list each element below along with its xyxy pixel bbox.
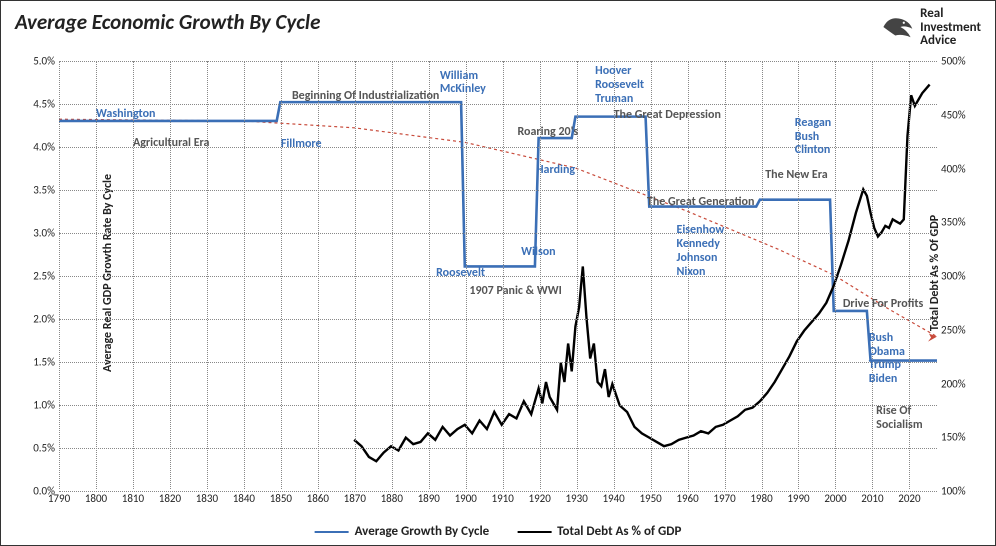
- ytick-right: 400%: [941, 162, 966, 175]
- xtick: 2000: [824, 492, 846, 505]
- xtick: 1830: [196, 492, 218, 505]
- xtick: 2020: [898, 492, 920, 505]
- ytick-right: 350%: [941, 216, 966, 229]
- annotation: HooverRooseveltTruman: [595, 65, 644, 106]
- xtick: 1800: [85, 492, 107, 505]
- ytick-left: 4.5%: [33, 98, 55, 111]
- ytick-left: 2.5%: [33, 270, 55, 283]
- annotation: EisenhowKennedyJohnsonNixon: [676, 224, 724, 279]
- legend-item-debt: Total Debt As % of GDP: [517, 524, 681, 539]
- legend-line-debt: [517, 531, 551, 533]
- legend-item-growth: Average Growth By Cycle: [315, 524, 490, 539]
- xtick: 2010: [861, 492, 883, 505]
- annotation: The Great Depression: [614, 109, 721, 123]
- ytick-right: 450%: [941, 108, 966, 121]
- ytick-right: 500%: [941, 55, 966, 68]
- annotation: Agricultural Era: [133, 137, 210, 151]
- legend: Average Growth By Cycle Total Debt As % …: [315, 524, 682, 539]
- xtick: 1980: [750, 492, 772, 505]
- chart-container: Average Economic Growth By Cycle RealInv…: [0, 0, 996, 546]
- ytick-left: 1.5%: [33, 356, 55, 369]
- xtick: 1870: [344, 492, 366, 505]
- annotation: Drive For Profits: [843, 298, 923, 312]
- plot-area: 0.0%0.5%1.0%1.5%2.0%2.5%3.0%3.5%4.0%4.5%…: [59, 61, 937, 489]
- logo-text: RealInvestmentAdvice: [920, 7, 981, 48]
- xtick: 1850: [270, 492, 292, 505]
- ytick-left: 1.0%: [33, 399, 55, 412]
- annotation: Washington: [96, 108, 156, 122]
- xtick: 1900: [455, 492, 477, 505]
- legend-label-growth: Average Growth By Cycle: [355, 524, 490, 539]
- annotation: Rise OfSocialism: [876, 405, 922, 433]
- annotation: Fillmore: [281, 138, 322, 152]
- xtick: 1960: [676, 492, 698, 505]
- chart-title: Average Economic Growth By Cycle: [15, 9, 320, 35]
- xtick: 1790: [48, 492, 70, 505]
- ytick-left: 5.0%: [33, 55, 55, 68]
- xtick: 1970: [713, 492, 735, 505]
- annotation: WilliamMcKinley: [440, 70, 486, 98]
- ytick-right: 150%: [941, 431, 966, 444]
- xtick: 1930: [565, 492, 587, 505]
- annotation: Harding: [536, 164, 575, 178]
- ytick-left: 4.0%: [33, 141, 55, 154]
- legend-line-growth: [315, 531, 349, 533]
- ytick-right: 100%: [941, 485, 966, 498]
- xtick: 1840: [233, 492, 255, 505]
- xtick: 1810: [122, 492, 144, 505]
- legend-label-debt: Total Debt As % of GDP: [557, 524, 681, 539]
- annotation: Beginning Of Industrialization: [292, 90, 439, 104]
- ytick-left: 3.0%: [33, 227, 55, 240]
- xtick: 1940: [602, 492, 624, 505]
- xtick: 1890: [418, 492, 440, 505]
- eagle-icon: [880, 13, 914, 41]
- xtick: 1920: [529, 492, 551, 505]
- ytick-left: 0.5%: [33, 442, 55, 455]
- ytick-right: 200%: [941, 377, 966, 390]
- ytick-right: 300%: [941, 270, 966, 283]
- xtick: 1860: [307, 492, 329, 505]
- annotation: Roaring 20's: [517, 126, 578, 140]
- xtick: 1910: [492, 492, 514, 505]
- xtick: 1880: [381, 492, 403, 505]
- annotation: BushObamaTrumpBiden: [869, 332, 905, 387]
- xtick: 1820: [159, 492, 181, 505]
- annotation: Wilson: [521, 246, 555, 260]
- annotation: The New Era: [765, 169, 827, 183]
- ytick-left: 3.5%: [33, 184, 55, 197]
- annotation: 1907 Panic & WWI: [469, 285, 561, 299]
- logo: RealInvestmentAdvice: [880, 7, 981, 48]
- ytick-right: 250%: [941, 323, 966, 336]
- annotation: Roosevelt: [436, 267, 485, 281]
- xtick: 1990: [787, 492, 809, 505]
- ytick-left: 2.0%: [33, 313, 55, 326]
- xtick: 1950: [639, 492, 661, 505]
- annotation: The Great Generation: [647, 196, 755, 210]
- annotation: ReaganBushClinton: [795, 117, 831, 158]
